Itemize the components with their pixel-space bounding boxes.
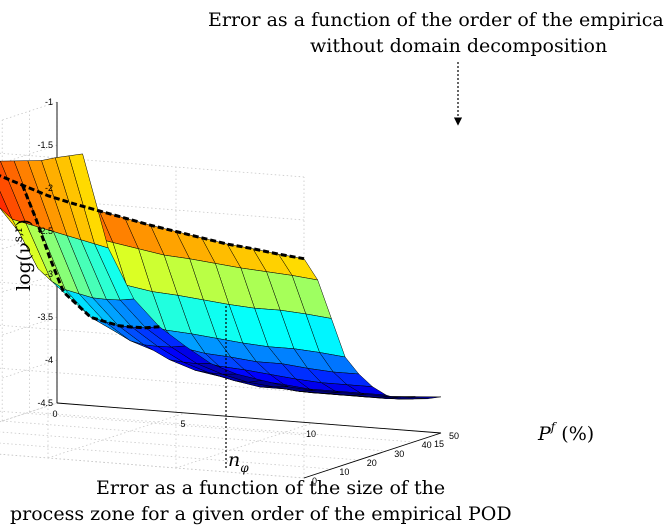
grid-line-y-floor (2, 420, 387, 452)
highlighted-curve-1 (0, 174, 305, 261)
x-tick-label: 5 (180, 419, 185, 429)
y-tick-label: 40 (422, 440, 432, 450)
z-axis-label: log(νs,r) (11, 219, 35, 291)
z-tick-label: -3 (45, 269, 53, 279)
z-tick-label: -2.5 (37, 226, 53, 236)
annotation-bottom-line2: process zone for a given order of the em… (10, 503, 512, 525)
axes-grid (0, 101, 442, 479)
z-tick-label: -4.5 (37, 398, 53, 408)
x-tick-label: 0 (52, 409, 57, 419)
grid-line-x-floor (175, 422, 314, 469)
y-axis-label: Pf (%) (537, 420, 594, 445)
highlighted-curve-2 (21, 184, 160, 330)
grid-line-z (0, 144, 305, 221)
x-tick-label: 10 (306, 429, 316, 439)
grid-line-x-floor (47, 412, 186, 459)
grid-line-z (0, 402, 305, 479)
z-tick-label: -1.5 (37, 140, 53, 150)
grid-line-z (0, 359, 305, 436)
grid-line-y-floor (0, 442, 332, 470)
z-tick-label: -4 (45, 355, 53, 365)
y-tick-label: 50 (449, 431, 459, 441)
z-tick-label: -2 (45, 183, 53, 193)
axis-ticks: -1-1.5-2-2.5-3-3.5-4-4.50510150102030405… (37, 97, 459, 486)
grid-line-x-floor (0, 402, 58, 423)
y-tick-label: 20 (367, 458, 377, 468)
grid-line-z (0, 316, 305, 393)
grid-line-y-floor (0, 453, 305, 479)
highlighted-curves (0, 174, 305, 330)
x-axis-label: nφ (228, 449, 249, 475)
surface-patch (68, 153, 109, 249)
grid-line-y-floor (29, 411, 414, 443)
x-tick-label: 15 (434, 439, 444, 449)
y-tick-label: 10 (339, 467, 349, 477)
y-tick-label: 30 (394, 449, 404, 459)
annotation-bottom-line1: Error as a function of the size of the (96, 477, 445, 499)
x-axis-line (56, 402, 442, 434)
y-tick-label: 0 (312, 476, 317, 486)
grid-line-y-floor (0, 431, 359, 461)
z-tick-label: -1 (45, 97, 53, 107)
surface-mesh (0, 153, 442, 400)
annotation-top-line2: without domain decomposition (310, 35, 607, 57)
annotation-top-line1: Error as a function of the order of the … (208, 9, 664, 31)
z-tick-label: -3.5 (37, 312, 53, 322)
y-axis-line (303, 432, 442, 479)
